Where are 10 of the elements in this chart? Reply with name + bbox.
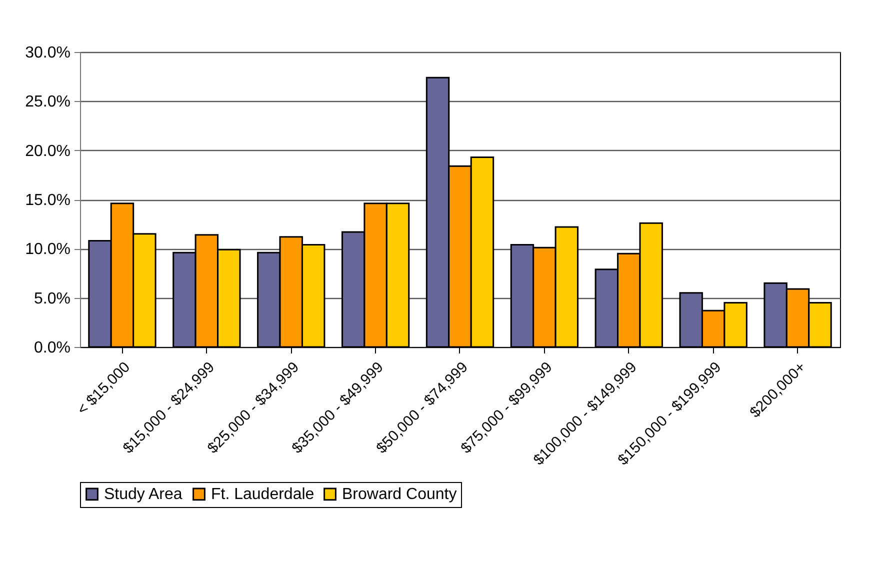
- y-tick-label: 30.0%: [25, 44, 70, 62]
- y-tick-label: 20.0%: [25, 142, 70, 160]
- y-tick-label: 5.0%: [34, 290, 70, 308]
- y-tick-label: 25.0%: [25, 94, 70, 111]
- legend-label: Study Area: [104, 486, 182, 504]
- legend-label: Broward County: [342, 486, 457, 504]
- legend-label: Ft. Lauderdale: [211, 486, 314, 504]
- y-tick-label: 10.0%: [25, 241, 70, 258]
- y-tick-label: 15.0%: [25, 192, 70, 209]
- y-tick-label: 0.0%: [34, 340, 70, 356]
